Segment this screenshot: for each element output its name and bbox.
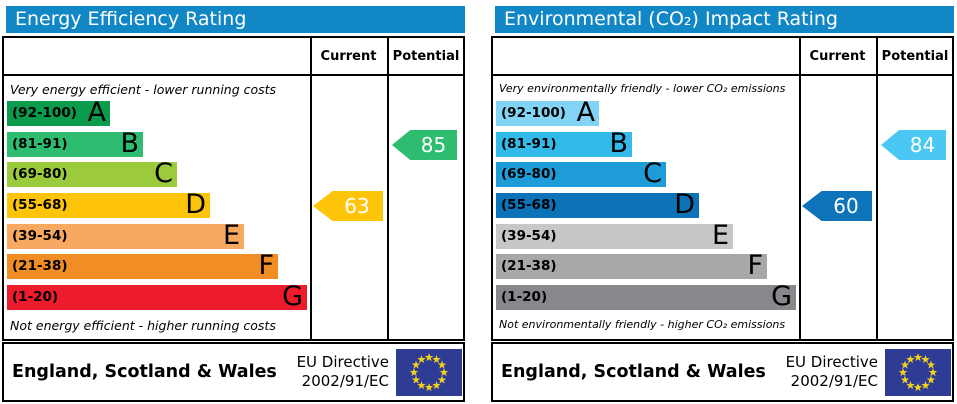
band-letter: A — [87, 97, 106, 128]
potential-rating-value: 85 — [420, 133, 447, 157]
eu-directive-line1: EU Directive — [785, 353, 878, 371]
footer: England, Scotland & Wales EU Directive 2… — [2, 342, 465, 402]
eu-flag-icon — [396, 348, 462, 396]
band-letter: B — [120, 128, 139, 159]
band-letter: E — [222, 220, 240, 251]
top-note: Very environmentally friendly - lower CO… — [499, 82, 786, 95]
band-letter: A — [576, 97, 595, 128]
band-letter: G — [282, 281, 303, 312]
band-letter: B — [609, 128, 628, 159]
rating-chart: Current Potential Very environmentally f… — [491, 36, 954, 341]
rating-chart: Current Potential Very energy efficient … — [2, 36, 465, 341]
column-header-row: Current Potential — [493, 38, 952, 76]
band-range-label: (92-100) — [501, 105, 566, 121]
eu-directive-label: EU Directive 2002/91/EC — [786, 353, 878, 391]
region-label: England, Scotland & Wales — [501, 362, 766, 382]
current-rating-arrow: 63 — [313, 191, 383, 221]
current-rating-value: 60 — [833, 194, 859, 218]
band-letter: C — [643, 158, 662, 189]
column-divider — [310, 38, 312, 339]
energy-efficiency-panel: Energy Efficiency Rating Current Potenti… — [2, 0, 465, 404]
band-row-b: (81-91) B — [496, 128, 632, 159]
column-divider — [876, 38, 878, 339]
band-range-label: (1-20) — [12, 289, 59, 305]
band-row-f: (21-38) F — [496, 250, 767, 281]
band-letter: G — [771, 281, 792, 312]
band-row-d: (55-68) D — [496, 189, 699, 220]
band-row-g: (1-20) G — [496, 281, 796, 312]
band-range-label: (39-54) — [501, 228, 557, 244]
region-label: England, Scotland & Wales — [12, 362, 277, 382]
potential-column-header: Potential — [881, 49, 949, 64]
top-note: Very energy efficient - lower running co… — [10, 82, 277, 97]
eu-directive-line2: 2002/91/EC — [790, 372, 878, 390]
current-rating-arrow: 60 — [802, 191, 872, 221]
band-range-label: (21-38) — [12, 258, 68, 274]
band-letter: E — [711, 220, 729, 251]
band-range-label: (21-38) — [501, 258, 557, 274]
panel-title: Environmental (CO₂) Impact Rating — [495, 6, 954, 33]
eu-directive-line2: 2002/91/EC — [301, 372, 389, 390]
band-row-a: (92-100) A — [496, 97, 599, 128]
band-range-label: (55-68) — [12, 197, 68, 213]
band-range-label: (81-91) — [12, 136, 68, 152]
potential-column-header: Potential — [392, 49, 460, 64]
panel-title: Energy Efficiency Rating — [6, 6, 465, 33]
eu-directive-line1: EU Directive — [296, 353, 389, 371]
eu-directive-label: EU Directive 2002/91/EC — [297, 353, 389, 391]
band-range-label: (81-91) — [501, 136, 557, 152]
band-letter: F — [258, 250, 274, 281]
band-letter: D — [674, 189, 695, 220]
potential-rating-value: 84 — [909, 133, 936, 157]
band-row-c: (69-80) C — [496, 158, 666, 189]
current-column-header: Current — [320, 49, 377, 64]
band-row-c: (69-80) C — [7, 158, 177, 189]
band-letter: F — [747, 250, 763, 281]
potential-rating-arrow: 84 — [881, 130, 946, 160]
potential-rating-arrow: 85 — [392, 130, 457, 160]
current-column-header: Current — [809, 49, 866, 64]
bottom-note: Not environmentally friendly - higher CO… — [499, 318, 786, 331]
band-row-e: (39-54) E — [7, 220, 244, 251]
column-divider — [387, 38, 389, 339]
footer: England, Scotland & Wales EU Directive 2… — [491, 342, 954, 402]
column-header-row: Current Potential — [4, 38, 463, 76]
current-rating-value: 63 — [344, 194, 370, 218]
band-letter: D — [185, 189, 206, 220]
band-range-label: (69-80) — [501, 166, 557, 182]
band-row-b: (81-91) B — [7, 128, 143, 159]
band-row-a: (92-100) A — [7, 97, 110, 128]
band-letter: C — [154, 158, 173, 189]
eu-flag-icon — [885, 348, 951, 396]
band-row-e: (39-54) E — [496, 220, 733, 251]
column-divider — [799, 38, 801, 339]
band-range-label: (69-80) — [12, 166, 68, 182]
band-row-d: (55-68) D — [7, 189, 210, 220]
band-range-label: (1-20) — [501, 289, 548, 305]
environmental-impact-panel: Environmental (CO₂) Impact Rating Curren… — [491, 0, 954, 404]
bottom-note: Not energy efficient - higher running co… — [10, 318, 276, 333]
band-range-label: (92-100) — [12, 105, 77, 121]
band-row-f: (21-38) F — [7, 250, 278, 281]
band-range-label: (55-68) — [501, 197, 557, 213]
band-row-g: (1-20) G — [7, 281, 307, 312]
band-range-label: (39-54) — [12, 228, 68, 244]
